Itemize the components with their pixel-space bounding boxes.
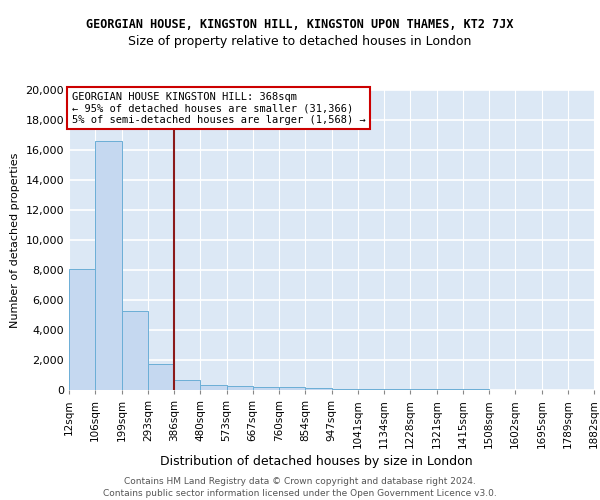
Bar (121, 310, 148, 390)
Bar (200, 385, 227, 390)
Bar (305, 388, 331, 390)
Bar (227, 386, 253, 390)
Bar (253, 387, 279, 390)
Bar (174, 380, 200, 390)
Text: Contains public sector information licensed under the Open Government Licence v3: Contains public sector information licen… (103, 489, 497, 498)
Bar (148, 364, 174, 390)
Bar (69, 268, 95, 390)
Text: GEORGIAN HOUSE, KINGSTON HILL, KINGSTON UPON THAMES, KT2 7JX: GEORGIAN HOUSE, KINGSTON HILL, KINGSTON … (86, 18, 514, 30)
Text: Contains HM Land Registry data © Crown copyright and database right 2024.: Contains HM Land Registry data © Crown c… (124, 478, 476, 486)
Bar (331, 388, 358, 390)
Bar (410, 389, 437, 390)
Text: Size of property relative to detached houses in London: Size of property relative to detached ho… (128, 35, 472, 48)
Text: GEORGIAN HOUSE KINGSTON HILL: 368sqm
← 95% of detached houses are smaller (31,36: GEORGIAN HOUSE KINGSTON HILL: 368sqm ← 9… (71, 92, 365, 124)
Y-axis label: Number of detached properties: Number of detached properties (10, 152, 20, 328)
Bar (358, 389, 384, 390)
Bar (384, 389, 410, 390)
Bar (279, 388, 305, 390)
Bar (95, 141, 121, 390)
Text: Distribution of detached houses by size in London: Distribution of detached houses by size … (160, 455, 473, 468)
